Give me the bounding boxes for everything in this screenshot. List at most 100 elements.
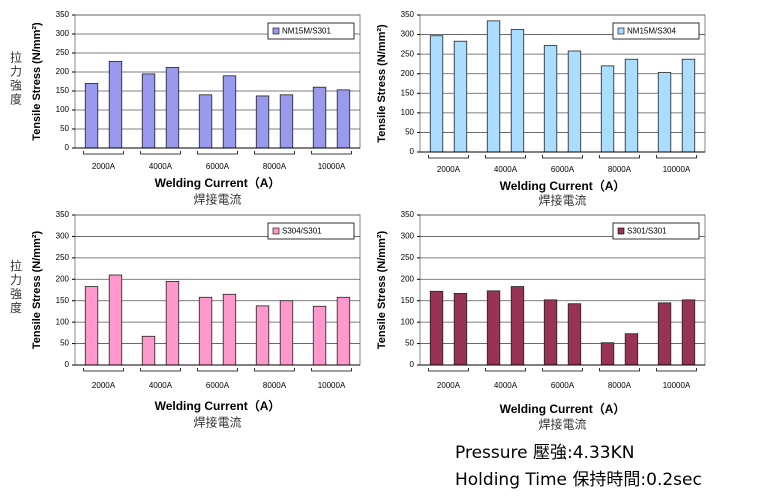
x-tick-label: 2000A — [92, 381, 116, 390]
group-bracket — [485, 155, 526, 159]
y-tick-label: 300 — [401, 232, 415, 241]
bar — [429, 290, 444, 366]
x-axis-label-cn: 焊接電流 — [193, 415, 241, 430]
x-axis-label-cn: 焊接電流 — [538, 193, 586, 208]
legend-swatch — [272, 27, 280, 35]
bar — [84, 83, 99, 149]
legend-label: S301/S301 — [627, 227, 667, 236]
bar — [222, 75, 237, 149]
bar — [141, 335, 156, 366]
group-bracket — [656, 155, 697, 159]
bar — [336, 89, 351, 149]
bar — [312, 305, 327, 366]
bar — [657, 72, 672, 153]
y-tick-label: 350 — [401, 210, 415, 219]
x-axis-label: Welding Current（A） — [500, 401, 626, 416]
y-tick-label: 50 — [60, 339, 69, 348]
bar — [165, 67, 180, 149]
bar — [681, 299, 696, 366]
bar — [510, 286, 525, 366]
group-bracket — [140, 368, 181, 372]
x-tick-label: 10000A — [663, 381, 691, 390]
y-tick-label: 200 — [401, 274, 415, 283]
x-tick-label: 2000A — [92, 162, 116, 171]
y-axis-label: Tensile Stress (N/mm²) — [376, 24, 388, 143]
footer-line: Holding Time 保持時間:0.2sec — [455, 470, 702, 490]
bar — [543, 299, 558, 366]
x-axis-label: Welding Current（A） — [155, 398, 281, 413]
y-axis-label-cn: 拉力強度 — [10, 49, 22, 106]
plot-area — [419, 214, 706, 366]
x-tick-label: 4000A — [494, 165, 518, 174]
bar — [255, 305, 270, 366]
y-axis-label-cn-char: 度 — [10, 91, 22, 106]
group-bracket — [311, 368, 352, 372]
x-axis-label-cn: 焊接電流 — [538, 417, 586, 432]
bar — [255, 95, 270, 149]
bar — [624, 58, 639, 153]
x-tick-label: 6000A — [206, 381, 230, 390]
y-tick-label: 300 — [56, 29, 70, 38]
bar — [141, 73, 156, 149]
y-tick-label: 50 — [405, 339, 414, 348]
y-tick-label: 150 — [56, 86, 70, 95]
x-axis-label: Welding Current（A） — [155, 175, 281, 190]
bar — [222, 293, 237, 366]
y-tick-label: 100 — [56, 317, 70, 326]
y-tick-label: 200 — [56, 274, 70, 283]
group-bracket — [254, 151, 295, 155]
bar — [486, 20, 501, 153]
x-tick-label: 8000A — [263, 381, 287, 390]
group-bracket — [542, 368, 583, 372]
y-tick-label: 0 — [410, 147, 415, 156]
group-bracket — [83, 151, 124, 155]
legend-swatch — [617, 27, 625, 35]
x-tick-label: 4000A — [494, 381, 518, 390]
bar — [279, 300, 294, 366]
bar — [543, 45, 558, 153]
group-bracket — [542, 155, 583, 159]
y-tick-label: 50 — [60, 124, 69, 133]
bar — [198, 296, 213, 366]
bar — [429, 35, 444, 153]
bar — [108, 274, 123, 366]
y-tick-label: 200 — [56, 67, 70, 76]
y-tick-label: 150 — [401, 296, 415, 305]
y-axis-label-cn-char: 拉 — [10, 258, 22, 273]
bar — [600, 342, 615, 366]
x-tick-label: 8000A — [263, 162, 287, 171]
y-tick-label: 250 — [401, 49, 415, 58]
x-tick-label: 10000A — [318, 381, 346, 390]
x-tick-label: 2000A — [437, 381, 461, 390]
y-axis-label-cn-char: 度 — [10, 300, 22, 315]
y-axis-label-cn-char: 力 — [10, 273, 22, 287]
footer-line: Pressure 壓強:4.33KN — [455, 443, 634, 463]
legend-swatch — [272, 227, 280, 235]
x-axis-label-cn: 焊接電流 — [193, 192, 241, 207]
legend-box — [267, 222, 355, 240]
y-axis-label-cn-char: 拉 — [10, 49, 22, 64]
bar — [279, 94, 294, 149]
bar — [600, 65, 615, 153]
group-bracket — [656, 368, 697, 372]
group-bracket — [428, 155, 469, 159]
bar — [453, 293, 468, 366]
group-bracket — [254, 368, 295, 372]
group-bracket — [485, 368, 526, 372]
y-tick-label: 250 — [56, 48, 70, 57]
bar — [510, 29, 525, 153]
legend-box — [612, 222, 700, 240]
bar — [486, 290, 501, 366]
group-bracket — [197, 368, 238, 372]
bar — [567, 50, 582, 153]
y-tick-label: 100 — [56, 105, 70, 114]
x-tick-label: 10000A — [318, 162, 346, 171]
y-tick-label: 0 — [65, 143, 70, 152]
bar — [681, 58, 696, 153]
y-tick-label: 0 — [65, 360, 70, 369]
y-axis-label-cn: 拉力強度 — [10, 258, 22, 315]
y-tick-label: 300 — [401, 30, 415, 39]
bar — [84, 286, 99, 366]
x-axis-label: Welding Current（A） — [500, 178, 626, 193]
